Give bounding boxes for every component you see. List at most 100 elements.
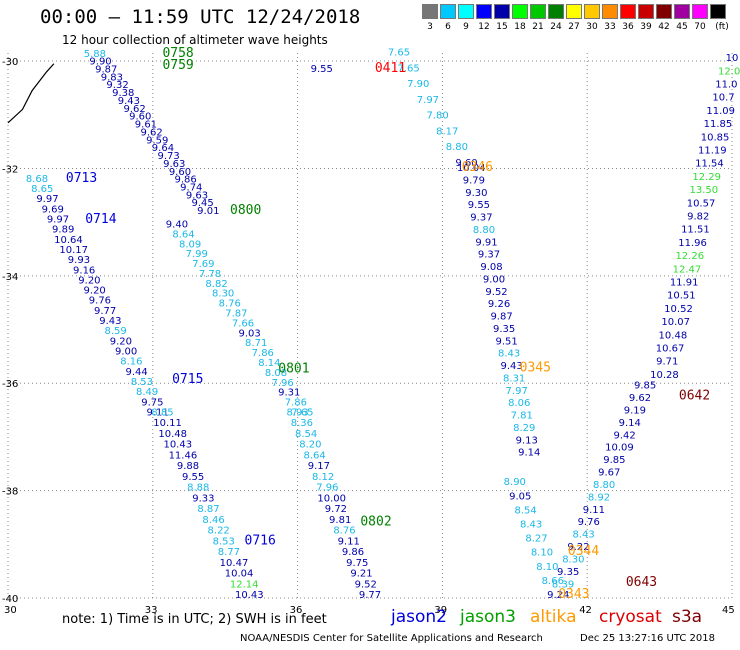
pass-number-label: 0800 [230, 203, 261, 218]
wave-height-value: 8.66 [542, 576, 564, 587]
wave-height-value: 8.14 [258, 358, 280, 369]
pass-number-label: 0715 [172, 372, 203, 387]
wave-height-value: 8.92 [588, 492, 610, 503]
wave-height-value: 8.68 [26, 174, 48, 185]
wave-height-value: 9.21 [350, 569, 372, 580]
page-title: 00:00 – 11:59 UTC 12/24/2018 [40, 6, 361, 28]
legend-label: 24 [550, 22, 562, 32]
wave-height-value: 9.91 [475, 237, 497, 248]
legend-label: 27 [568, 22, 580, 32]
wave-height-value: 11.85 [704, 119, 733, 130]
wave-height-value: 9.42 [613, 430, 635, 441]
pass-number-label: 0801 [278, 361, 309, 376]
wave-height-value: 9.43 [501, 361, 523, 372]
wave-height-value: 8.87 [197, 504, 219, 515]
legend-swatch [548, 4, 564, 19]
wave-height-value: 9.59 [146, 135, 168, 146]
legend-label: 36 [622, 22, 634, 32]
y-tick-label: -34 [2, 272, 18, 283]
wave-height-value: 8.54 [515, 505, 537, 516]
legend-label: 12 [478, 22, 490, 32]
wave-height-value: 9.60 [169, 167, 191, 178]
wave-height-value: 8.64 [304, 450, 326, 461]
wave-height-value: 9.37 [478, 250, 500, 261]
wave-height-value: 8.80 [446, 142, 468, 153]
wave-height-value: 7.65 [388, 48, 410, 59]
pass-number-label: 0346 [462, 160, 493, 175]
pass-number-label: 0716 [245, 533, 276, 548]
pass-number-label: 0345 [520, 360, 551, 375]
wave-height-value: 12.0 [718, 66, 740, 77]
footer-credit: NOAA/NESDIS Center for Satellite Applica… [240, 633, 543, 644]
pass-number-label: 0642 [679, 388, 710, 403]
wave-height-value: 9.62 [123, 104, 145, 115]
wave-height-value: 8.76 [333, 526, 355, 537]
wave-height-value: 12.14 [230, 579, 259, 590]
wave-height-value: 9.32 [106, 80, 128, 91]
wave-height-value: 9.76 [89, 296, 111, 307]
wave-height-value: 9.63 [163, 159, 185, 170]
wave-height-value: 8.09 [179, 239, 201, 250]
wave-height-value: 9.82 [687, 211, 709, 222]
wave-height-value: 9.45 [192, 198, 214, 209]
wave-height-value: 7.90 [407, 79, 429, 90]
wave-height-value: 8.88 [187, 483, 209, 494]
legend-swatch [674, 4, 690, 19]
pass-number-label: 0802 [360, 515, 391, 530]
legend-label: 21 [532, 22, 544, 32]
wave-height-value: 7.66 [232, 318, 254, 329]
wave-height-value: 9.55 [468, 200, 490, 211]
wave-height-value: 9.20 [110, 336, 132, 347]
wave-height-value: 9.26 [488, 299, 510, 310]
wave-height-value: 10.48 [659, 330, 688, 341]
x-tick-label: 39 [434, 605, 447, 616]
legend-swatch [566, 4, 582, 19]
wave-height-value: 7.80 [426, 111, 448, 122]
wave-height-value: 9.62 [140, 127, 162, 138]
wave-height-value: 9.35 [493, 324, 515, 335]
wave-height-value: 9.73 [157, 151, 179, 162]
wave-height-value: 9.52 [355, 579, 377, 590]
wave-height-value: 8.16 [120, 357, 142, 368]
wave-height-value: 9.20 [84, 286, 106, 297]
legend-swatch [584, 4, 600, 19]
wave-height-value: 9.22 [567, 542, 589, 553]
wave-height-value: 9.00 [483, 274, 505, 285]
wave-height-value: 9.35 [557, 567, 579, 578]
wave-height-value: 10.43 [163, 440, 192, 451]
y-tick-label: -36 [2, 379, 18, 390]
wave-height-value: 9.08 [480, 262, 502, 273]
satellite-cryosat-label: cryosat [599, 607, 662, 627]
legend-swatch [440, 4, 456, 19]
wave-height-value: 7.96 [316, 483, 338, 494]
wave-height-value: 8.12 [312, 472, 334, 483]
wave-height-value: 9.72 [325, 504, 347, 515]
wave-height-value: 7.78 [199, 269, 221, 280]
wave-height-value: 8.90 [504, 477, 526, 488]
wave-height-value: 8.65 [31, 184, 53, 195]
wave-height-value: 12.26 [675, 251, 704, 262]
wave-height-value: 11.54 [695, 159, 724, 170]
legend-swatch [602, 4, 618, 19]
wave-height-value: 13.50 [690, 185, 719, 196]
wave-height-value: 9.83 [101, 72, 123, 83]
wave-height-value: 10.51 [667, 291, 696, 302]
wave-height-value: 10.52 [664, 304, 693, 315]
y-tick-label: -30 [2, 57, 18, 68]
wave-height-value: 9.44 [126, 367, 148, 378]
wave-height-value: 9.75 [346, 558, 368, 569]
coastline [7, 63, 55, 124]
wave-height-value: 9.51 [495, 336, 517, 347]
wave-height-value: 9.60 [455, 158, 477, 169]
wave-height-value: 7.96 [271, 378, 293, 389]
wave-height-value: 9.13 [516, 435, 538, 446]
wave-height-value: 8.53 [213, 536, 235, 547]
wave-height-value: 9.85 [634, 381, 656, 392]
wave-height-value: 9.43 [118, 96, 140, 107]
wave-height-value: 9.69 [42, 204, 64, 215]
y-tick-label: -32 [2, 164, 18, 175]
wave-height-value: 8.59 [105, 326, 127, 337]
wave-height-value: 10.67 [656, 343, 685, 354]
legend-label: 42 [658, 22, 670, 32]
legend-swatch [656, 4, 672, 19]
